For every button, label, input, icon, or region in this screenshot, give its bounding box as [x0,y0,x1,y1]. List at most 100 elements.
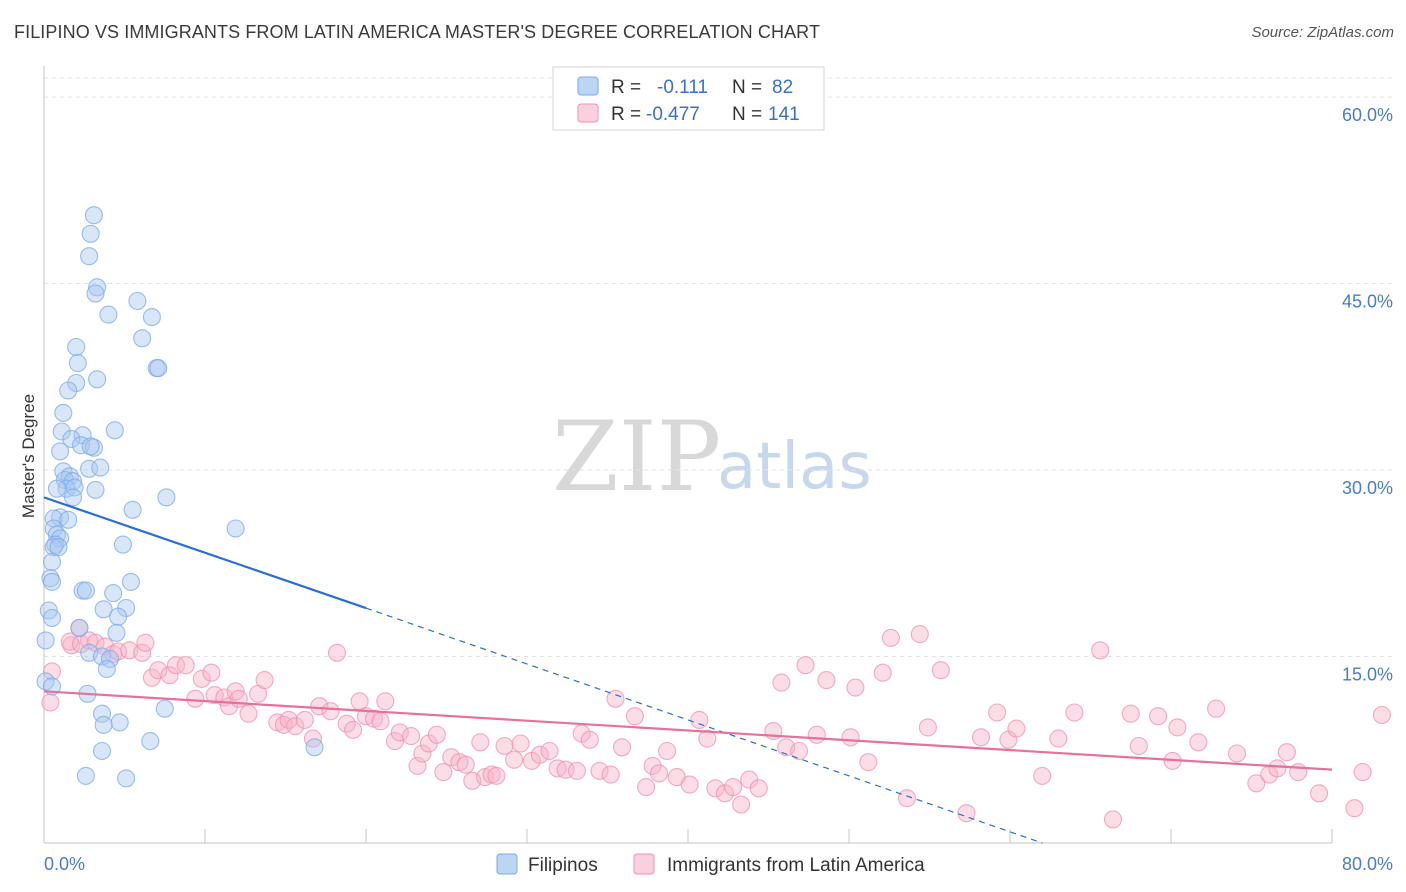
y-axis-label: Master's Degree [19,394,38,518]
filipino-point [62,429,81,449]
filipino-point [63,488,83,507]
filipino-point [86,284,105,303]
latin-point [1277,743,1296,762]
legend-label-filipinos: Filipinos [528,855,598,876]
filipino-point [86,480,105,499]
latin-point [1310,784,1329,803]
latin-point [817,671,836,690]
latin-point [166,656,186,675]
stats-n-label-filipinos: N = [732,77,762,98]
latin-point [1268,759,1287,778]
y-tick-label: 45.0% [1342,292,1393,312]
latin-point [1353,763,1372,782]
latin-point [612,738,632,757]
filipino-point [44,538,63,557]
latin-point [698,729,717,748]
latin-point [1149,707,1168,726]
filipino-point [59,381,78,400]
y-tick-labels: 15.0% 30.0% 45.0% 60.0% [1342,105,1393,684]
latin-point [202,663,221,682]
latin-point [841,728,860,747]
y-tick-label: 30.0% [1342,478,1393,498]
latin-trend-line [43,690,1333,771]
filipinos-trend-line [43,496,367,610]
latin-point [1091,641,1110,660]
filipino-point [142,308,161,327]
trend-lines [43,496,1333,844]
latin-point [897,789,917,808]
latin-point [149,661,168,680]
latin-point [918,718,937,737]
filipino-point [68,354,87,373]
filipino-point [63,472,83,491]
filipino-point [128,291,147,311]
latin-point [590,761,609,780]
filipino-point [226,519,245,538]
filipinos-points [36,206,324,788]
filipino-point [133,329,152,348]
stats-swatch-filipinos [577,76,599,96]
latin-america-points [41,618,1391,829]
latin-point [881,628,900,647]
filipino-point [123,500,142,519]
latin-point [601,765,620,784]
latin-point [1033,766,1052,785]
latin-point [327,643,347,662]
latin-point [344,720,363,739]
latin-point [910,625,929,644]
latin-point [706,779,725,798]
filipino-point [109,607,128,626]
latin-point [1103,810,1123,829]
watermark-atlas: atlas [717,430,872,504]
latin-point [413,744,432,763]
chart-title: FILIPINO VS IMMIGRANTS FROM LATIN AMERIC… [14,22,821,42]
latin-point [511,734,530,753]
y-tick-label: 15.0% [1342,665,1393,685]
latin-point [1345,799,1364,818]
latin-point [192,669,211,688]
latin-point [1049,729,1068,748]
latin-point [846,678,865,697]
filipino-point [141,732,160,751]
filipino-point [80,247,99,266]
stats-r-value-latin: -0.477 [646,104,700,125]
latin-point [790,741,809,761]
filipino-point [42,572,62,591]
latin-point [229,689,248,708]
latin-point [606,689,625,708]
latin-point [310,697,329,716]
latin-point [1007,719,1026,738]
filipino-point [59,510,78,529]
gridlines [44,77,1392,658]
latin-point [136,633,155,652]
filipino-point [97,659,116,679]
filipino-point [67,337,86,357]
filipino-point [113,535,132,554]
filipino-point [104,584,123,603]
filipino-point [100,649,120,669]
stats-n-value-latin: 141 [768,104,800,125]
filipino-point [105,421,124,440]
latin-point [456,755,475,774]
latin-point [625,707,644,726]
filipino-point [51,442,70,461]
source-credit: Source: ZipAtlas.com [1251,24,1394,41]
filipino-point [84,206,103,225]
filipino-point [121,572,140,591]
latin-point [724,778,743,797]
latin-point [390,723,409,742]
filipino-point [54,403,73,422]
filipino-point [76,581,95,600]
latin-point [1247,774,1266,793]
latin-point [239,704,258,723]
filipino-point [94,715,113,734]
stats-swatch-latin [577,103,599,123]
filipino-point [81,224,100,243]
stats-legend: R = -0.111 N = 82 R = -0.477 N = 141 [552,66,825,131]
latin-point [859,753,878,772]
latin-point [1207,699,1226,718]
filipino-point [92,741,112,761]
latin-point [530,745,549,764]
filipino-point [94,600,113,619]
